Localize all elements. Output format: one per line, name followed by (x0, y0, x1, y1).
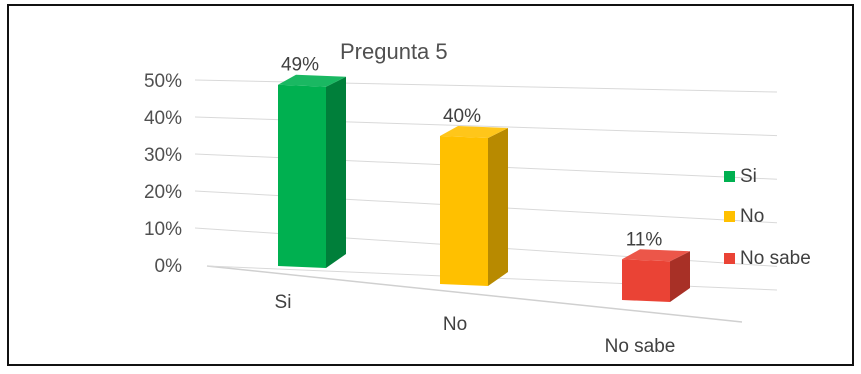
x-category-label: No sabe (605, 336, 676, 357)
data-label: 49% (281, 55, 319, 76)
legend-label: No (740, 206, 764, 227)
legend-swatch (724, 211, 735, 222)
y-tick-label: 20% (144, 182, 182, 203)
bar-top-face (622, 249, 690, 262)
bar-si (278, 74, 346, 268)
y-tick-label: 40% (144, 108, 182, 129)
chart-frame (7, 4, 854, 366)
x-axis-category-labels: Si No No sabe (275, 292, 676, 357)
legend-swatch (724, 171, 735, 182)
y-tick-label: 0% (155, 256, 183, 277)
legend: Si No No sabe (724, 166, 811, 269)
legend-item-no-sabe: No sabe (724, 248, 811, 269)
x-category-label: Si (275, 292, 292, 313)
y-axis-tick-labels: 0% 10% 20% 30% 40% 50% (144, 71, 182, 277)
y-tick-label: 10% (144, 219, 182, 240)
data-label: 11% (626, 229, 663, 250)
bar-front-face (440, 136, 488, 286)
legend-label: No sabe (740, 248, 811, 269)
y-tick-label: 50% (144, 71, 182, 92)
legend-item-si: Si (724, 166, 757, 187)
bar-side-face (670, 251, 690, 302)
legend-swatch (724, 253, 735, 264)
data-labels: 49% 40% 11% (281, 55, 662, 251)
floor-front-edge (206, 265, 743, 323)
chart-title: Pregunta 5 (340, 39, 448, 64)
bar-top-face (278, 74, 346, 87)
bar-no (440, 126, 508, 286)
bar-front-face (622, 259, 670, 302)
bar-no-sabe (622, 249, 690, 302)
bar-top-face (440, 126, 508, 138)
x-category-label: No (443, 314, 467, 335)
bars (278, 74, 690, 302)
bar-side-face (488, 128, 508, 286)
legend-item-no: No (724, 206, 764, 227)
data-label: 40% (443, 106, 481, 127)
bar-side-face (326, 76, 346, 268)
legend-label: Si (740, 166, 757, 187)
y-tick-label: 30% (144, 145, 182, 166)
bar-front-face (278, 84, 326, 268)
